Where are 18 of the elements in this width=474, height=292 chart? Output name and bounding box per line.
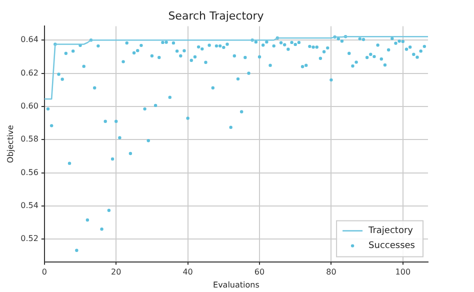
- legend-label: Successes: [368, 241, 416, 252]
- y-axis-title: Objective: [6, 124, 15, 163]
- x-axis-title: Evaluations: [213, 280, 260, 290]
- y-tick-label: 0.62: [20, 68, 38, 78]
- legend-label: Trajectory: [368, 226, 414, 236]
- x-tick-label: 80: [326, 268, 336, 277]
- chart-title: Search Trajectory: [168, 9, 264, 22]
- x-tick-label: 20: [111, 268, 122, 277]
- x-tick-label: 40: [182, 268, 193, 277]
- y-tick-label: 0.58: [20, 134, 38, 144]
- x-tick-label: 100: [395, 268, 411, 277]
- y-tick-label: 0.64: [20, 35, 38, 44]
- y-tick-label: 0.56: [20, 168, 38, 177]
- y-tick-label: 0.52: [20, 234, 38, 244]
- x-tick-label: 60: [254, 268, 265, 277]
- x-tick-label: 0: [42, 268, 47, 277]
- y-tick-label: 0.60: [20, 102, 38, 111]
- y-tick-label: 0.54: [20, 201, 38, 210]
